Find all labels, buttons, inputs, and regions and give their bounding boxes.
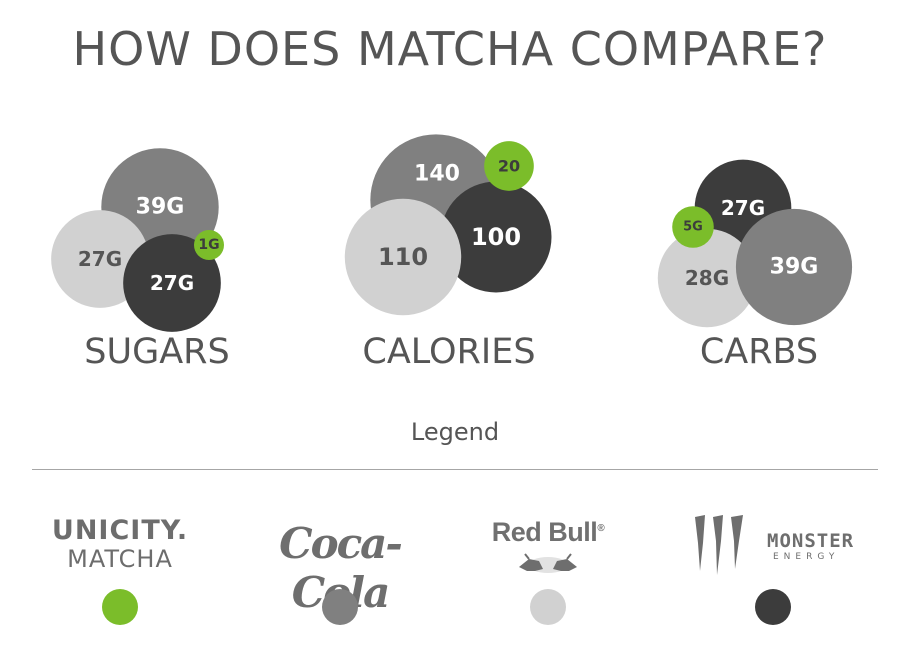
legend-item-unicity-matcha: UNICITY. MATCHA <box>20 505 220 635</box>
bubble-carbs-red-bull <box>657 228 757 328</box>
coca-cola-logo: Coca-Cola <box>240 505 440 617</box>
bubble-label-carbs-coca-cola: 39G <box>770 255 819 280</box>
legend-swatch-coca-cola <box>322 589 358 625</box>
unicity-matcha-logo: UNICITY. MATCHA <box>20 505 220 585</box>
monster-logo-text: MONSTER <box>767 530 855 552</box>
bubble-label-carbs-red-bull: 28G <box>685 266 729 290</box>
bubble-label-sugars-monster-energy: 27G <box>150 271 194 295</box>
legend-divider <box>32 469 878 470</box>
bubble-label-calories-coca-cola: 140 <box>414 162 460 187</box>
bubble-calories-monster-energy <box>440 181 552 293</box>
bubble-sugars-monster-energy <box>123 234 221 332</box>
coca-cola-logo-text: Coca-Cola <box>279 519 403 617</box>
page-title: HOW DOES MATCHA COMPARE? <box>72 22 828 76</box>
red-bull-bulls-icon <box>519 553 577 573</box>
bubble-label-calories-red-bull: 110 <box>378 243 428 271</box>
legend-swatch-red-bull <box>530 589 566 625</box>
monster-claw-icon <box>695 515 743 575</box>
bubble-label-carbs-monster-energy: 27G <box>721 196 765 220</box>
bubble-label-carbs-unicity-matcha: 5G <box>683 220 703 235</box>
bubble-label-sugars-coca-cola: 39G <box>136 195 185 220</box>
group-label-sugars: SUGARS <box>84 332 230 372</box>
bubble-label-calories-monster-energy: 100 <box>471 223 521 251</box>
bubble-calories-unicity-matcha <box>484 141 534 191</box>
monster-energy-logo: MONSTER ENERGY <box>673 505 873 585</box>
bubble-carbs-coca-cola <box>735 208 853 326</box>
bubble-carbs-unicity-matcha <box>672 206 714 248</box>
legend-swatch-monster-energy <box>755 589 791 625</box>
legend-swatch-unicity-matcha <box>102 589 138 625</box>
red-bull-logo-text: Red Bull® <box>491 517 605 547</box>
red-bull-logo: Red Bull® <box>448 505 648 585</box>
matcha-logo-text: MATCHA <box>67 545 173 573</box>
bubble-label-sugars-red-bull: 27G <box>78 247 122 271</box>
bubble-calories-red-bull <box>344 198 462 316</box>
legend-item-monster-energy: MONSTER ENERGY <box>673 505 873 635</box>
legend-item-red-bull: Red Bull® <box>448 505 648 635</box>
energy-logo-text: ENERGY <box>773 552 840 562</box>
legend-item-coca-cola: Coca-Cola <box>240 505 440 635</box>
bubble-label-sugars-unicity-matcha: 1G <box>198 237 219 253</box>
group-label-carbs: CARBS <box>699 332 819 372</box>
bubble-chart: 39G 27G 27G 1G 140 100 110 20 27G 28G 39G 5G <box>51 134 853 332</box>
bubble-sugars-unicity-matcha <box>194 230 224 260</box>
bubble-label-calories-unicity-matcha: 20 <box>498 157 520 176</box>
unicity-logo-text: UNICITY. <box>51 515 189 546</box>
group-label-calories: CALORIES <box>362 332 536 372</box>
legend-title: Legend <box>410 418 500 446</box>
